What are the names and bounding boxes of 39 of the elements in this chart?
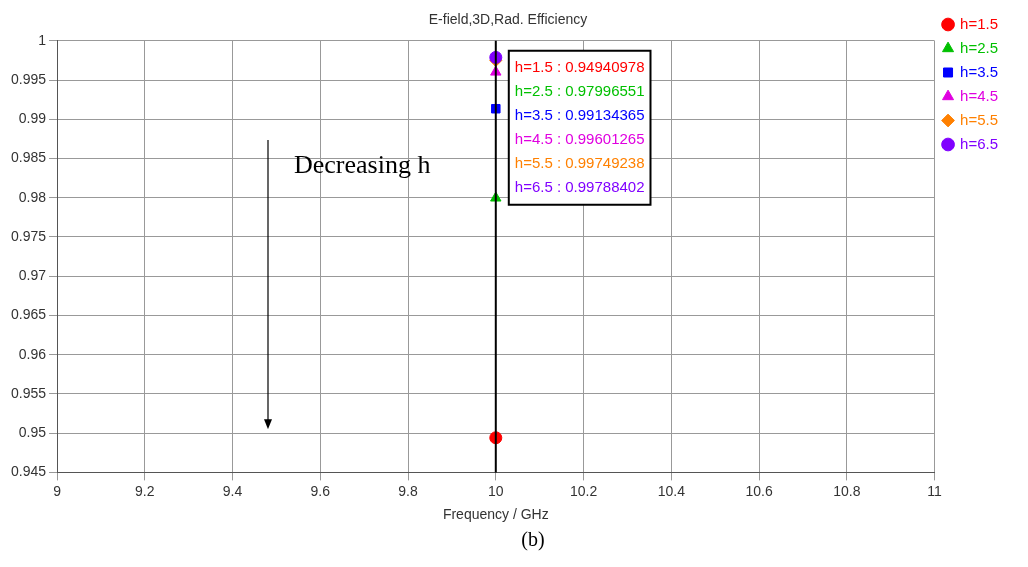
- y-tick-label: 0.99: [18, 110, 47, 127]
- y-tick-label: 0.97: [18, 267, 47, 284]
- x-tick-label: 10: [488, 482, 504, 499]
- y-tick-label: 0.98: [18, 188, 47, 205]
- annotation: Decreasing h: [293, 149, 431, 179]
- chart-title: E-field,3D,Rad. Efficiency: [428, 11, 588, 28]
- x-tick-label: 11: [927, 482, 943, 499]
- annotation: h=6.5 : 0.99788402: [514, 177, 645, 195]
- legend-label: h=3.5: [960, 62, 999, 80]
- y-tick-label: 0.995: [10, 70, 47, 87]
- legend-label: h=2.5: [960, 38, 999, 56]
- x-axis-title: Frequency / GHz: [442, 506, 549, 523]
- y-tick-label: 0.965: [10, 306, 47, 323]
- annotation: h=4.5 : 0.99601265: [514, 129, 645, 147]
- y-tick-label: 0.95: [18, 424, 47, 441]
- annotation: h=5.5 : 0.99749238: [514, 153, 645, 171]
- x-tick-label: 9.8: [398, 482, 418, 499]
- annotation: h=1.5 : 0.94940978: [514, 57, 645, 75]
- annotation: h=3.5 : 0.99134365: [514, 105, 645, 123]
- text: (b): [520, 528, 546, 551]
- x-tick-label: 9: [53, 482, 62, 499]
- legend-label: h=5.5: [960, 110, 999, 128]
- y-tick-label: 0.975: [10, 227, 47, 244]
- y-tick-label: 0.945: [10, 463, 47, 480]
- y-tick-label: 0.985: [10, 149, 47, 166]
- y-tick-label: 0.96: [18, 345, 47, 362]
- x-tick-label: 10.4: [657, 482, 686, 499]
- legend-label: h=6.5: [960, 134, 999, 152]
- x-tick-label: 9.6: [310, 482, 331, 499]
- legend-label: h=1.5: [960, 14, 999, 32]
- x-tick-label: 9.4: [222, 482, 243, 499]
- legend-label: h=4.5: [960, 86, 999, 104]
- y-tick-label: 1: [38, 31, 47, 48]
- annotation: h=2.5 : 0.97996551: [514, 81, 645, 99]
- x-tick-label: 10.2: [569, 482, 598, 499]
- y-tick-label: 0.955: [10, 384, 47, 401]
- x-tick-label: 10.8: [833, 482, 861, 499]
- x-tick-label: 9.2: [135, 482, 155, 499]
- x-tick-label: 10.6: [745, 482, 773, 499]
